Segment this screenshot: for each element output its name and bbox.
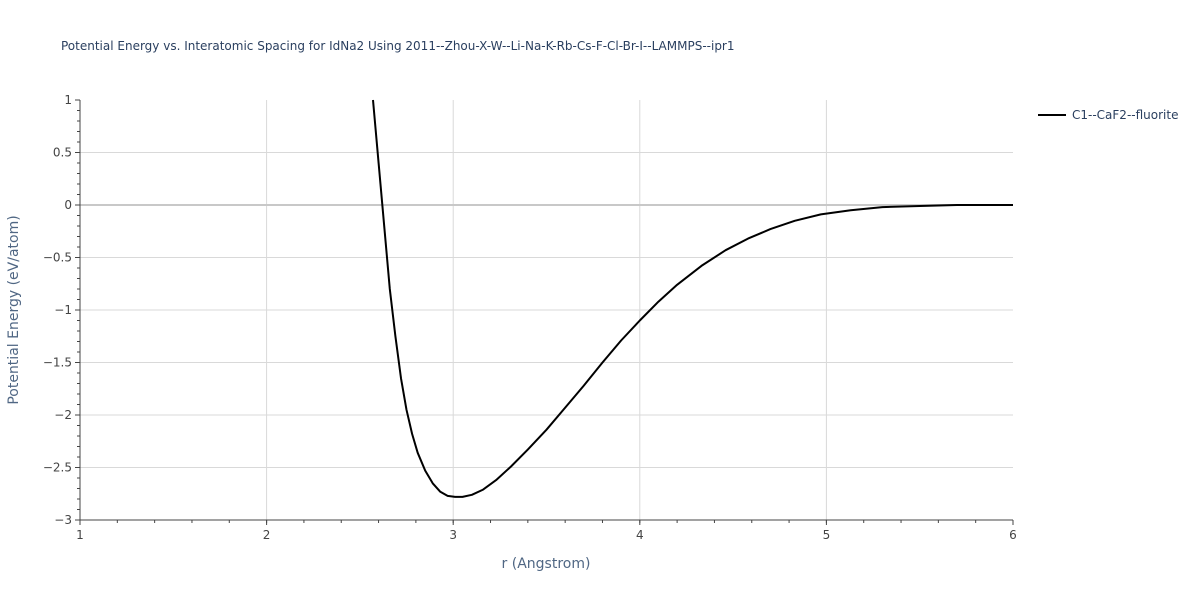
x-axis-title: r (Angstrom)	[502, 556, 591, 572]
y-tick-label: −1.5	[43, 356, 72, 370]
x-tick-label: 1	[76, 528, 84, 542]
y-tick-label: 0.5	[53, 146, 72, 160]
series-layer	[372, 99, 1013, 498]
grid	[80, 100, 1013, 520]
legend[interactable]: C1--CaF2--fluorite	[1038, 108, 1178, 122]
y-tick-label: −2	[54, 408, 72, 422]
y-tick-label: −3	[54, 513, 72, 527]
minor-ticks	[77, 99, 1014, 523]
y-tick-label: −2.5	[43, 461, 72, 475]
x-tick-label: 5	[823, 528, 831, 542]
x-tick-label: 4	[636, 528, 644, 542]
chart-title: Potential Energy vs. Interatomic Spacing…	[61, 39, 735, 53]
y-tick-label: 1	[64, 93, 72, 107]
y-tick-label: −0.5	[43, 251, 72, 265]
x-tick-label: 2	[263, 528, 271, 542]
x-tick-label: 6	[1009, 528, 1017, 542]
tick-labels: 1 2 3 4 5 6 1 0.5 0 −0.5 −1 −1.5 −2 −2.5 −3	[43, 93, 1017, 542]
y-tick-label: −1	[54, 303, 72, 317]
axes	[75, 99, 1014, 525]
y-axis-title: Potential Energy (eV/atom)	[6, 215, 22, 404]
legend-label: C1--CaF2--fluorite	[1072, 108, 1178, 122]
series-line-0	[372, 99, 1013, 498]
y-tick-label: 0	[64, 198, 72, 212]
x-tick-label: 3	[449, 528, 457, 542]
